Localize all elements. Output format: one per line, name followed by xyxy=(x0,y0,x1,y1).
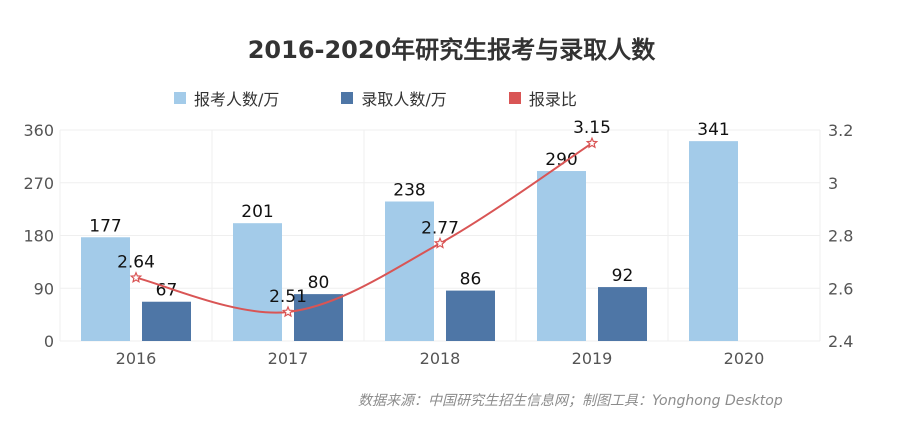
ratio-point xyxy=(585,136,599,149)
y-left-tick-label: 0 xyxy=(44,332,54,351)
y-left-tick-label: 90 xyxy=(34,279,54,298)
data-label-ratio: 3.15 xyxy=(573,118,611,138)
ratio-line xyxy=(135,142,593,314)
bar-admitted xyxy=(598,287,647,341)
bar-applicants xyxy=(537,171,586,341)
ratio-point xyxy=(281,305,295,318)
data-label-admitted: 80 xyxy=(308,273,330,293)
bar-applicants xyxy=(81,237,130,341)
legend-label-admitted: 录取人数/万 xyxy=(361,90,447,109)
ratio-point xyxy=(433,236,447,249)
legend-item-applicants[interactable]: 报考人数/万 xyxy=(174,86,279,110)
legend: 报考人数/万 录取人数/万 报录比 xyxy=(174,86,639,110)
bar-admitted xyxy=(294,294,343,341)
legend-swatch-ratio xyxy=(508,92,521,104)
data-label-applicants: 238 xyxy=(393,181,425,201)
data-label-ratio: 2.77 xyxy=(421,218,459,238)
bar-applicants xyxy=(233,223,282,341)
bar-applicants xyxy=(689,141,738,341)
source-note: 数据来源：中国研究生招生信息网；制图工具：Yonghong Desktop xyxy=(358,393,783,409)
x-tick-label: 2020 xyxy=(724,349,765,368)
legend-item-ratio[interactable]: 报录比 xyxy=(508,86,577,110)
bar-admitted xyxy=(446,290,495,341)
x-tick-label: 2016 xyxy=(116,349,157,368)
y-right-tick-label: 2.8 xyxy=(828,227,853,246)
data-label-ratio: 2.51 xyxy=(269,287,307,307)
data-label-applicants: 290 xyxy=(545,150,577,170)
y-left-tick-label: 360 xyxy=(23,121,54,140)
y-right-tick-label: 2.6 xyxy=(828,279,853,298)
data-label-admitted: 92 xyxy=(612,266,634,286)
bar-admitted xyxy=(142,301,191,341)
y-left-tick-label: 270 xyxy=(23,174,54,193)
legend-swatch-applicants xyxy=(174,92,186,104)
y-right-tick-label: 3.2 xyxy=(828,121,853,140)
y-left-tick-label: 180 xyxy=(23,227,54,246)
data-label-applicants: 201 xyxy=(241,202,273,222)
data-label-applicants: 341 xyxy=(697,120,729,140)
legend-swatch-admitted xyxy=(341,92,354,104)
data-label-ratio: 2.64 xyxy=(117,253,155,273)
y-right-tick-label: 2.4 xyxy=(828,332,853,351)
chart-title: 2016-2020年研究生报考与录取人数 xyxy=(247,36,656,64)
x-tick-label: 2017 xyxy=(268,349,309,368)
data-label-admitted: 86 xyxy=(460,270,482,290)
x-tick-label: 2018 xyxy=(420,349,461,368)
legend-item-admitted[interactable]: 录取人数/万 xyxy=(341,86,447,110)
legend-label-applicants: 报考人数/万 xyxy=(194,90,280,109)
ratio-point xyxy=(129,271,143,284)
x-tick-label: 2019 xyxy=(572,349,613,368)
legend-label-ratio: 报录比 xyxy=(528,90,577,109)
y-right-tick-label: 3 xyxy=(828,174,838,193)
data-label-applicants: 177 xyxy=(89,216,121,236)
